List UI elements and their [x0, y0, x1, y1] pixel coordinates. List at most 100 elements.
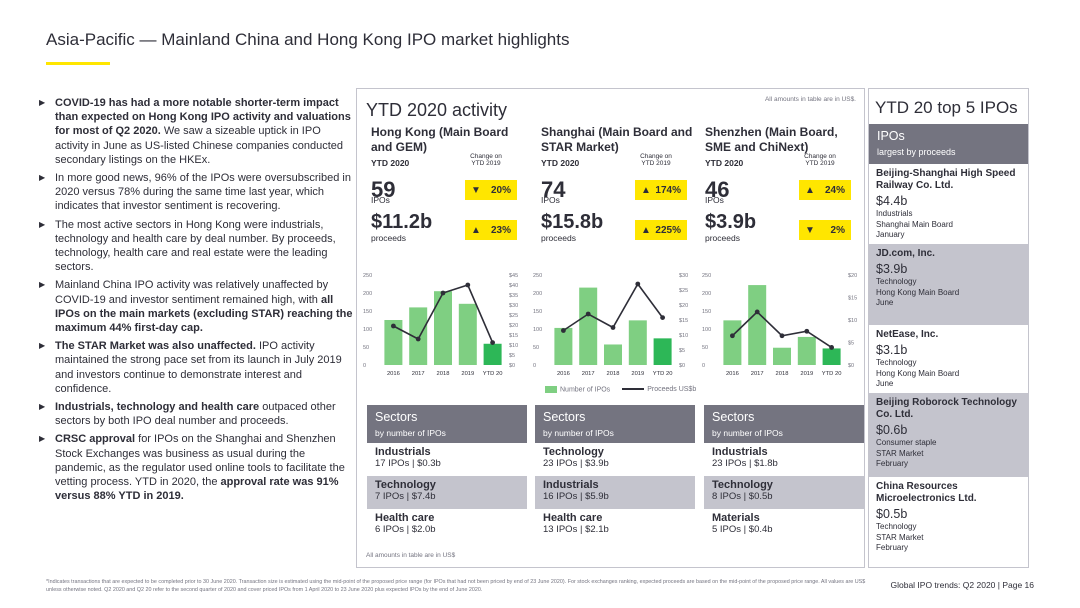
ipos-label: IPOs	[371, 195, 390, 205]
proceeds-change-badge: ▲ 23%	[465, 220, 517, 240]
y2-tick-label: $40	[509, 283, 518, 289]
bullet-text: for IPOs on the Shanghai and Shenzhen St…	[55, 433, 345, 489]
bullet-text: outpaced other sectors by both IPO deal …	[55, 401, 336, 428]
line-point	[660, 315, 665, 320]
sector-value: 23 IPOs | $3.9b	[543, 458, 609, 469]
sector-item: Health care 13 IPOs | $2.1b	[535, 509, 695, 542]
market-name: Shenzhen (Main Board, SME and ChiNext)	[705, 125, 838, 154]
y-tick-label: 150	[363, 309, 372, 315]
sector-value: 8 IPOs | $0.5b	[712, 491, 773, 502]
chart-shenzhen: 250 200 150 100 50 0 $20 $15 $10 $5 $0 2016 2017 2018…	[702, 273, 857, 377]
bullet-arrow-icon: ▶	[39, 173, 46, 183]
market-name: Hong Kong (Main Board and GEM)	[371, 125, 509, 154]
change-value: 23%	[490, 224, 511, 236]
y-tick-label: 150	[533, 309, 542, 315]
bullet-arrow-icon: ▶	[39, 341, 46, 351]
ipo-change-badge: ▲ 174%	[635, 180, 687, 200]
change-direction-icon: ▲	[471, 224, 481, 236]
y2-tick-label: $30	[679, 273, 688, 279]
ytd-label: YTD 2020	[541, 158, 580, 168]
proceeds-change-badge: ▼ 2%	[799, 220, 851, 240]
bar	[384, 320, 403, 365]
bar	[483, 343, 502, 365]
activity-title: YTD 2020 activity	[366, 100, 508, 120]
change-value: 20%	[490, 184, 511, 196]
ipo-name: JD.com, Inc.	[876, 248, 935, 259]
legend-bars-label: Number of IPOs	[560, 386, 611, 394]
bar	[628, 320, 647, 365]
y2-tick-label: $5	[509, 353, 515, 359]
bar	[653, 338, 672, 365]
ipo-name: NetEase, Inc.	[876, 329, 939, 340]
bullet-bold: COVID-19 has had a more notable shorter-…	[55, 97, 351, 138]
y2-tick-label: $15	[848, 296, 857, 302]
bullet-arrow-icon: ▶	[39, 280, 46, 290]
top-ipo-item: NetEase, Inc. $3.1b Technology Hong Kong Ma…	[869, 325, 1028, 393]
sector-value: 5 IPOs | $0.4b	[712, 524, 773, 535]
y-tick-label: 250	[533, 273, 542, 279]
chart-legend: Number of IPOs Proceeds US$b	[545, 386, 696, 393]
ipo-count: 59	[371, 177, 396, 202]
bullet-arrow-icon: ▶	[39, 98, 46, 107]
sector-subtitle: by number of IPOs	[712, 428, 783, 438]
line-point	[635, 281, 641, 287]
sector-name: Industrials	[375, 446, 431, 458]
line-point	[779, 333, 785, 339]
ipo-change-badge: ▼ 20%	[465, 180, 517, 200]
bullet-item: ▶ CRSC approval for IPOs on the Shanghai …	[36, 432, 354, 503]
bullet-item: ▶ The most active sectors in Hong Kong we…	[36, 218, 354, 275]
ipo-amount: $0.5b	[876, 507, 908, 521]
line-swatch	[622, 388, 645, 391]
proceeds-value: $11.2b	[371, 211, 433, 233]
y2-tick-label: $0	[848, 363, 854, 369]
y-tick-label: 0	[702, 363, 705, 369]
ipo-change-badge: ▲ 24%	[799, 180, 851, 200]
ipo-sector: Technology	[876, 522, 917, 531]
sector-item: Materials 5 IPOs | $0.4b	[704, 509, 864, 542]
change-direction-icon: ▲	[641, 184, 651, 196]
sector-title: Sectors	[375, 410, 418, 424]
bar	[773, 347, 791, 365]
bar	[554, 327, 573, 365]
line-point	[754, 309, 760, 315]
y-tick-label: 50	[363, 345, 369, 351]
sector-column: Sectors by number of IPOs Industrials 23 IP…	[704, 405, 864, 542]
y2-tick-label: $25	[509, 313, 518, 319]
x-tick-label: 2018	[607, 371, 620, 377]
proceeds-value: $3.9b	[705, 211, 757, 233]
proceeds-line	[562, 282, 664, 332]
market-shenzhen: Shenzhen (Main Board, SME and ChiNext)	[705, 125, 865, 155]
amounts-note: All amounts in table are in US$.	[764, 96, 856, 103]
bullet-item: ▶ COVID-19 has had a more notable shorter…	[36, 96, 354, 167]
sector-item: Industrials 16 IPOs | $5.9b	[535, 476, 695, 509]
sector-subtitle: by number of IPOs	[543, 428, 614, 438]
activity-panel: All amounts in table are in US$. YTD 202…	[356, 88, 865, 568]
line-point	[465, 282, 471, 288]
sector-name: Technology	[375, 479, 436, 491]
bullet-text: In more good news, 96% of the IPOs were …	[55, 172, 351, 213]
change-value: 24%	[824, 184, 845, 196]
ipo-month: June	[876, 379, 894, 388]
y2-tick-label: $20	[848, 273, 857, 279]
legend-bars: Number of IPOs	[545, 386, 610, 393]
bar	[822, 348, 841, 365]
x-tick-label: 2017	[412, 371, 425, 377]
bullet-arrow-icon: ▶	[39, 402, 46, 412]
y2-tick-label: $25	[679, 288, 688, 294]
ipo-market: Hong Kong Main Board	[876, 287, 960, 297]
x-tick-label: 2016	[726, 371, 739, 377]
sector-value: 7 IPOs | $7.4b	[375, 491, 436, 502]
sector-title: Sectors	[712, 410, 755, 424]
y2-tick-label: $5	[679, 348, 685, 354]
sector-header: Sectors by number of IPOs	[367, 405, 527, 443]
change-value: 2%	[830, 224, 845, 236]
ipo-amount: $0.6b	[876, 423, 908, 437]
bar	[434, 291, 452, 365]
line-point	[730, 333, 735, 339]
sector-value: 13 IPOs | $2.1b	[543, 524, 609, 535]
ipos-label: IPOs	[705, 195, 724, 205]
bar	[409, 307, 428, 365]
y2-tick-label: $20	[679, 303, 688, 309]
bullet-text: The most active sectors in Hong Kong wer…	[55, 218, 336, 274]
x-tick-label: 2019	[800, 371, 813, 377]
